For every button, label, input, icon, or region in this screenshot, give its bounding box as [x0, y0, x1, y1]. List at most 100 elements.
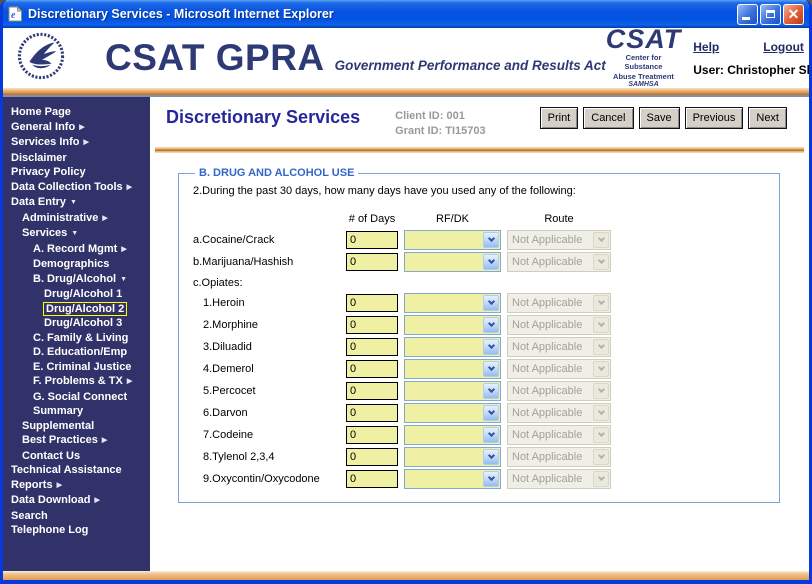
rfdk-select-percocet[interactable]	[404, 381, 501, 401]
sidebar-item-best-practices[interactable]: Best Practices ▶	[3, 433, 150, 449]
maximize-button[interactable]	[760, 3, 781, 25]
sidebar-item-drug-alcohol-1[interactable]: Drug/Alcohol 1	[3, 287, 150, 302]
selected-value	[405, 470, 482, 488]
chevron-down-icon	[483, 254, 499, 270]
drug-row-oxycontin-oxycodone: 9.Oxycontin/Oxycodone Not Applicable	[193, 468, 779, 490]
submenu-right-arrow-icon: ▶	[126, 378, 133, 385]
sidebar-item-a-record-mgmt[interactable]: A. Record Mgmt ▶	[3, 242, 150, 258]
route-select-percocet: Not Applicable	[507, 381, 611, 401]
drug-row-tylenol-234: 8.Tylenol 2,3,4 Not Applicable	[193, 446, 779, 468]
sidebar-item-label: G. Social Connect	[33, 390, 128, 403]
sidebar-item-data-entry[interactable]: Data Entry ▼	[3, 195, 150, 211]
sidebar-item-label: Drug/Alcohol 1	[44, 288, 123, 300]
rfdk-select-tylenol-234[interactable]	[404, 447, 501, 467]
rfdk-select-diluadid[interactable]	[404, 337, 501, 357]
chevron-down-icon	[593, 339, 609, 355]
rfdk-select-marijuana-hashish[interactable]	[404, 252, 501, 272]
route-select-demerol: Not Applicable	[507, 359, 611, 379]
days-input-codeine[interactable]	[346, 426, 398, 444]
help-link[interactable]: Help	[693, 39, 720, 54]
days-input-demerol[interactable]	[346, 360, 398, 378]
days-input-marijuana-hashish[interactable]	[346, 253, 398, 271]
sidebar-item-d-education-emp[interactable]: D. Education/Emp	[3, 345, 150, 360]
sidebar-item-privacy-policy[interactable]: Privacy Policy	[3, 165, 150, 180]
hhs-eagle-logo	[17, 32, 67, 85]
submenu-right-arrow-icon: ▶	[56, 481, 62, 489]
sidebar-item-services-info[interactable]: Services Info ▶	[3, 135, 150, 151]
close-button[interactable]: ✕	[783, 3, 804, 25]
rfdk-select-darvon[interactable]	[404, 403, 501, 423]
sidebar-item-label: B. Drug/Alcohol	[33, 272, 117, 285]
sidebar-item-data-collection-tools[interactable]: Data Collection Tools ▶	[3, 180, 150, 196]
sidebar-item-home-page[interactable]: Home Page	[3, 105, 150, 120]
sidebar-item-label: Privacy Policy	[11, 166, 86, 178]
ie-page-icon: e	[8, 6, 23, 22]
days-input-oxycontin-oxycodone[interactable]	[346, 470, 398, 488]
drug-row-diluadid: 3.Diluadid Not Applicable	[193, 336, 779, 358]
sidebar-item-services[interactable]: Services ▼	[3, 226, 150, 242]
chevron-down-icon	[593, 232, 609, 248]
expanded-down-arrow-icon: ▼	[70, 199, 77, 206]
chevron-down-icon	[593, 254, 609, 270]
sidebar-item-data-download[interactable]: Data Download ▶	[3, 493, 150, 509]
submenu-right-arrow-icon: ▶	[83, 139, 89, 146]
sidebar-item-label: Home Page	[11, 106, 71, 118]
previous-button[interactable]: Previous	[684, 107, 744, 129]
sidebar-item-g-social-connect[interactable]: G. Social Connect	[3, 390, 150, 405]
rfdk-select-demerol[interactable]	[404, 359, 501, 379]
sidebar-item-drug-alcohol-3[interactable]: Drug/Alcohol 3	[3, 316, 150, 331]
sidebar-item-technical-assistance[interactable]: Technical Assistance	[3, 463, 150, 478]
days-input-cocaine-crack[interactable]	[346, 231, 398, 249]
sidebar-item-reports[interactable]: Reports ▶	[3, 478, 150, 494]
next-button[interactable]: Next	[748, 107, 787, 129]
sidebar-item-supplemental[interactable]: Supplemental	[3, 419, 150, 434]
chevron-down-icon	[483, 339, 499, 355]
sidebar-item-telephone-log[interactable]: Telephone Log	[3, 523, 150, 538]
sidebar-item-e-criminal-justice[interactable]: E. Criminal Justice	[3, 360, 150, 375]
sidebar-item-disclaimer[interactable]: Disclaimer	[3, 151, 150, 166]
rfdk-select-codeine[interactable]	[404, 425, 501, 445]
user-label: User: Christopher Shumway	[693, 62, 809, 77]
sidebar-item-f-problems-tx[interactable]: F. Problems & TX ▶	[3, 374, 150, 390]
sidebar-item-summary[interactable]: Summary	[3, 404, 150, 419]
row-label: 2.Morphine	[203, 319, 259, 331]
sidebar-item-search[interactable]: Search	[3, 509, 150, 524]
rfdk-select-morphine[interactable]	[404, 315, 501, 335]
main-content: Discretionary Services Client ID: 001 Gr…	[150, 97, 809, 571]
sidebar-item-contact-us[interactable]: Contact Us	[3, 449, 150, 464]
maximize-icon	[766, 10, 775, 18]
route-select-darvon: Not Applicable	[507, 403, 611, 423]
sidebar-item-general-info[interactable]: General Info ▶	[3, 120, 150, 136]
title-bar[interactable]: e Discretionary Services - Microsoft Int…	[3, 0, 809, 28]
col-header-route: Route	[544, 213, 574, 225]
chevron-down-icon	[593, 383, 609, 399]
sidebar-item-c-family-living[interactable]: C. Family & Living	[3, 331, 150, 346]
rfdk-select-cocaine-crack[interactable]	[404, 230, 501, 250]
sidebar-item-administrative[interactable]: Administrative ▶	[3, 211, 150, 227]
rfdk-select-oxycontin-oxycodone[interactable]	[404, 469, 501, 489]
chevron-down-icon	[593, 295, 609, 311]
selected-value: Not Applicable	[512, 451, 583, 463]
days-input-tylenol-234[interactable]	[346, 448, 398, 466]
sidebar-item-label: Summary	[33, 405, 84, 417]
print-button[interactable]: Print	[539, 107, 579, 129]
days-input-percocet[interactable]	[346, 382, 398, 400]
selected-value	[405, 426, 482, 444]
sidebar-item-label: Drug/Alcohol 2	[42, 301, 128, 316]
sidebar-item-b-drug-alcohol[interactable]: B. Drug/Alcohol ▼	[3, 272, 150, 288]
days-input-darvon[interactable]	[346, 404, 398, 422]
sidebar-item-demographics[interactable]: Demographics	[3, 257, 150, 272]
sidebar-item-drug-alcohol-2[interactable]: Drug/Alcohol 2	[3, 301, 150, 317]
drug-row-demerol: 4.Demerol Not Applicable	[193, 358, 779, 380]
sidebar-item-label: Services Info	[11, 136, 80, 148]
save-button[interactable]: Save	[638, 107, 680, 129]
days-input-morphine[interactable]	[346, 316, 398, 334]
submenu-right-arrow-icon: ▶	[126, 183, 133, 191]
days-input-diluadid[interactable]	[346, 338, 398, 356]
minimize-button[interactable]	[737, 3, 758, 25]
rfdk-select-heroin[interactable]	[404, 293, 501, 313]
cancel-button[interactable]: Cancel	[583, 107, 634, 129]
days-input-heroin[interactable]	[346, 294, 398, 312]
logout-link[interactable]: Logout	[763, 39, 804, 54]
selected-value	[405, 360, 482, 378]
